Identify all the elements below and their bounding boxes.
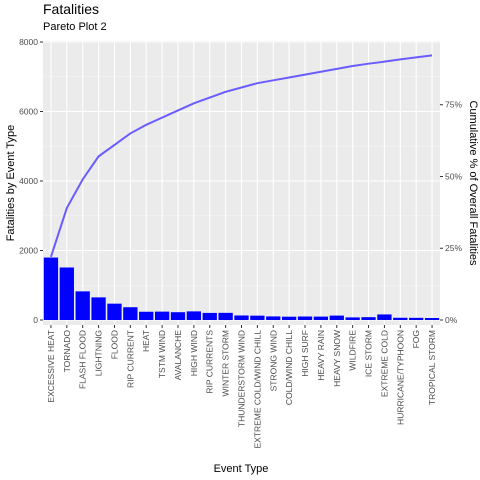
y-tick-label: 2000	[19, 246, 38, 256]
x-tick-label: COLD/WIND CHILL	[284, 330, 294, 405]
bar	[59, 267, 74, 320]
y2-tick-label: 50%	[445, 171, 462, 181]
x-tick-label: HIGH SURF	[300, 330, 310, 377]
y-tick-label: 4000	[19, 176, 38, 186]
y2-tick-label: 0%	[445, 315, 458, 325]
x-tick-label: HIGH WIND	[189, 330, 199, 376]
bar	[409, 317, 424, 320]
bar	[43, 257, 59, 320]
bar	[250, 315, 265, 320]
bar	[377, 314, 392, 320]
bar	[170, 312, 186, 320]
cumulative-line	[49, 54, 433, 258]
x-tick-label: FLASH FLOOD	[78, 330, 88, 389]
x-tick-label: HURRICANE/TYPHOON	[395, 330, 405, 425]
y-tick-label: 0	[33, 315, 38, 325]
bar	[361, 317, 376, 320]
x-axis: EXCESSIVE HEAT TORNADO FLASH FLOOD LIGHTNIN…	[46, 325, 437, 449]
x-tick-label: TROPICAL STORM	[427, 330, 437, 405]
bar	[329, 315, 344, 320]
bar	[313, 316, 329, 320]
x-tick-label: HEAT	[141, 330, 151, 352]
x-tick-label: EXCESSIVE HEAT	[46, 330, 56, 403]
x-tick-label: THUNDERSTORM WIND	[237, 330, 247, 427]
bar	[75, 291, 90, 320]
x-tick-label: HEAVY RAIN	[316, 330, 326, 381]
x-tick-label: RIP CURRENTS	[205, 330, 215, 394]
y-axis-label: Fatalities by Event Type	[5, 125, 17, 242]
bar	[107, 303, 122, 320]
bar	[297, 316, 313, 320]
y2-tick-label: 25%	[445, 243, 462, 253]
bar	[424, 318, 440, 320]
x-tick-label: ICE STORM	[364, 330, 374, 377]
x-tick-label: FOG	[411, 330, 421, 348]
x-tick-label: EXTREME COLD	[379, 330, 389, 397]
x-tick-label: RIP CURRENT	[125, 330, 135, 388]
chart-title: Fatalities	[43, 1, 100, 17]
x-tick-label: FLOOD	[109, 330, 119, 359]
bars-group	[43, 257, 440, 320]
bar	[218, 312, 233, 320]
bar	[91, 297, 106, 320]
bar	[123, 307, 138, 320]
y-tick-label: 8000	[19, 37, 38, 47]
bar	[281, 316, 297, 320]
x-tick-label: WILDFIRE	[348, 330, 358, 371]
x-tick-label: TORNADO	[62, 330, 72, 373]
y2-tick-label: 75%	[445, 100, 462, 110]
bar	[186, 311, 202, 320]
y-axis: 0 2000 4000 6000 8000	[19, 37, 43, 325]
x-axis-label: Event Type	[214, 463, 269, 475]
x-tick-label: LIGHTNING	[94, 330, 104, 376]
chart-subtitle: Pareto Plot 2	[43, 21, 107, 33]
bar	[266, 316, 281, 320]
x-tick-label: TSTM WIND	[157, 330, 167, 378]
y2-axis-label: Cumulative % of Overall Fatalities	[467, 100, 479, 266]
x-tick-label: STRONG WIND	[268, 330, 278, 391]
y-tick-label: 6000	[19, 107, 38, 117]
bar	[154, 311, 170, 320]
bar	[139, 311, 154, 320]
x-tick-label: EXTREME COLD/WIND CHILL	[252, 330, 262, 449]
y2-axis: 0% 25% 50% 75%	[440, 100, 462, 325]
x-tick-label: WINTER STORM	[221, 330, 231, 396]
bar	[345, 317, 360, 320]
bar	[393, 317, 408, 320]
bar	[202, 312, 217, 320]
x-tick-label: HEAVY SNOW	[332, 330, 342, 387]
bar	[234, 315, 249, 320]
x-tick-label: AVALANCHE	[173, 330, 183, 381]
